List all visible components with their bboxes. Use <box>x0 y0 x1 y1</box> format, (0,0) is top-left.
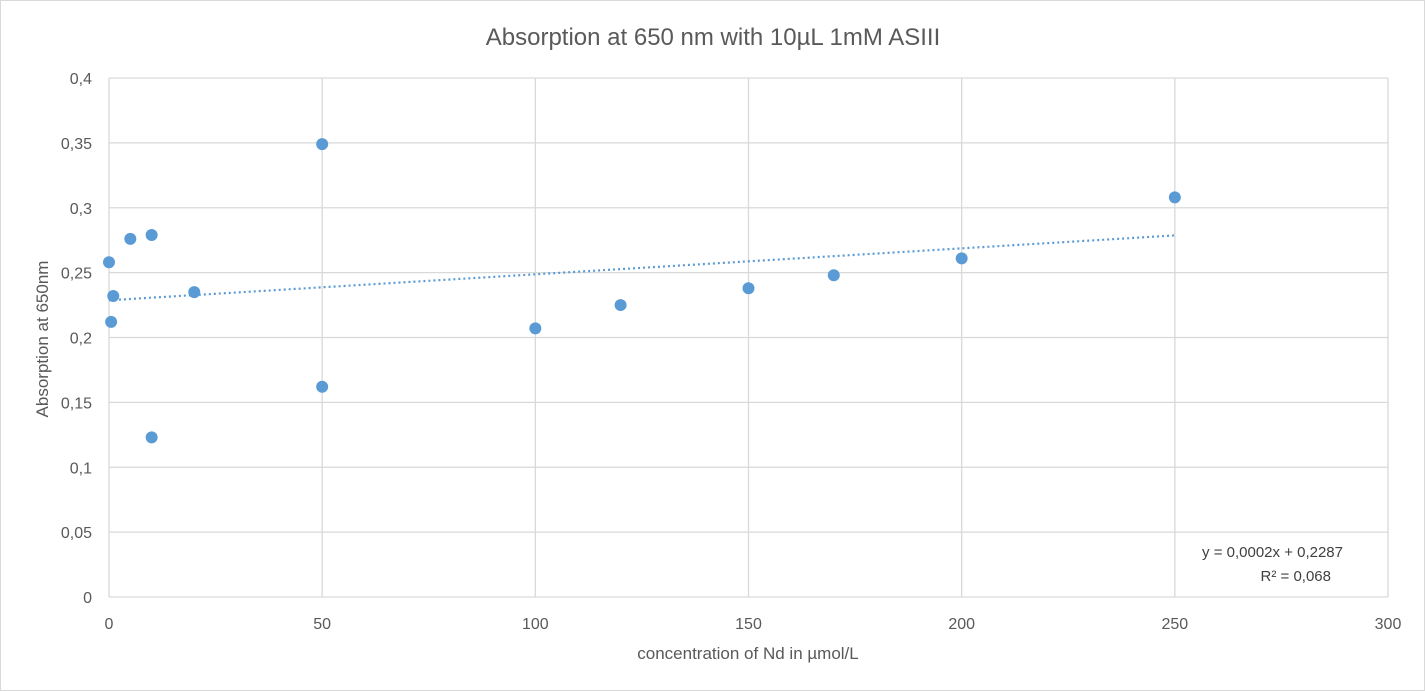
y-tick-label: 0,1 <box>70 460 92 477</box>
data-point <box>103 256 115 269</box>
x-tick-label: 0 <box>105 616 114 633</box>
data-point <box>107 289 120 302</box>
chart-title: Absorption at 650 nm with 10µL 1mM ASIII <box>486 24 941 51</box>
trendline-equation: y = 0,0002x + 0,2287 <box>1202 544 1343 561</box>
data-point <box>955 252 968 265</box>
data-point <box>614 299 627 312</box>
y-tick-label: 0,4 <box>70 71 92 88</box>
x-tick-label: 250 <box>1161 616 1188 633</box>
x-tick-label: 150 <box>735 616 762 633</box>
trendline-r-squared: R² = 0,068 <box>1261 568 1331 585</box>
y-tick-label: 0,3 <box>70 201 92 218</box>
y-tick-label: 0,2 <box>70 331 92 348</box>
gridlines <box>108 77 1389 598</box>
data-point <box>529 322 542 335</box>
data-point <box>827 269 840 282</box>
data-point <box>1168 191 1181 204</box>
data-points <box>103 138 1181 444</box>
y-axis-label: Absorption at 650nm <box>33 261 52 418</box>
axis-ticks: 0 0,05 0,1 0,15 0,2 0,25 0,3 0,35 0,4 0 50 100 150 20… <box>61 71 1402 633</box>
x-tick-label: 50 <box>313 616 331 633</box>
trendline <box>108 234 1175 302</box>
y-tick-label: 0,25 <box>61 266 92 283</box>
data-point <box>124 232 137 245</box>
data-point <box>316 138 329 151</box>
x-tick-label: 200 <box>948 616 975 633</box>
y-tick-label: 0 <box>83 590 92 607</box>
y-tick-label: 0,05 <box>61 525 92 542</box>
data-point <box>316 380 329 393</box>
y-tick-label: 0,35 <box>61 136 92 153</box>
x-tick-label: 100 <box>522 616 549 633</box>
data-point <box>145 431 158 444</box>
x-axis-label: concentration of Nd in µmol/L <box>637 644 858 663</box>
data-point <box>145 228 158 241</box>
data-point <box>742 282 755 295</box>
y-tick-label: 0,15 <box>61 395 92 412</box>
x-tick-label: 300 <box>1375 616 1402 633</box>
data-point <box>188 286 201 299</box>
data-point <box>105 315 118 328</box>
